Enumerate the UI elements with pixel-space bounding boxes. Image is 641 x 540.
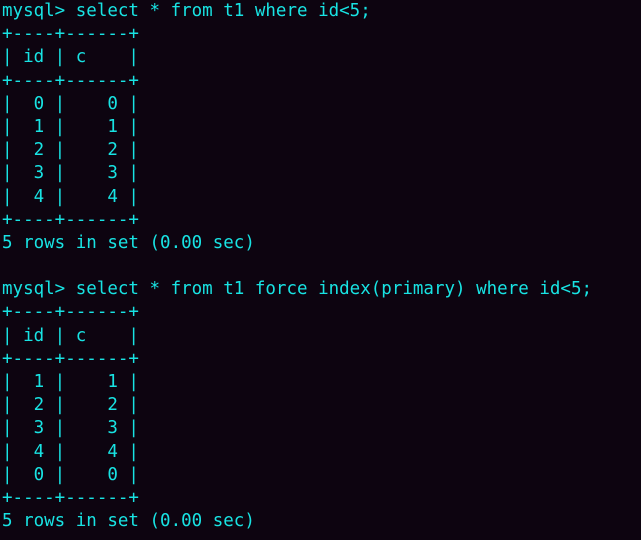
terminal-line-rule: +----+------+ bbox=[2, 209, 139, 230]
terminal-line-data: | 2 | 2 | bbox=[2, 140, 139, 161]
terminal-line-rule: +----+------+ bbox=[2, 24, 139, 45]
terminal-line-rule: +----+------+ bbox=[2, 348, 139, 369]
terminal-line-prompt: mysql> select * from t1 where id<5; bbox=[2, 1, 371, 21]
terminal-line-prompt: mysql> select * from t1 force index(prim… bbox=[2, 279, 593, 300]
terminal-line-data: | 2 | 2 | bbox=[2, 395, 139, 416]
terminal-line-data: | 4 | 4 | bbox=[2, 186, 139, 207]
terminal-line-rule: +----+------+ bbox=[2, 70, 139, 91]
terminal-line-data: | 0 | 0 | bbox=[2, 93, 139, 114]
terminal-line-rule: +----+------+ bbox=[2, 302, 139, 323]
terminal-line-data: | 4 | 4 | bbox=[2, 441, 139, 462]
terminal-line-header: | id | c | bbox=[2, 47, 139, 68]
terminal-line-rule: +----+------+ bbox=[2, 487, 139, 508]
terminal-line-data: | 1 | 1 | bbox=[2, 116, 139, 137]
terminal-line-status: 5 rows in set (0.00 sec) bbox=[2, 511, 255, 532]
terminal-line-data: | 1 | 1 | bbox=[2, 372, 139, 392]
terminal-line-data: | 3 | 3 | bbox=[2, 163, 139, 184]
terminal-line-blank bbox=[0, 255, 641, 278]
terminal-line-data: | 3 | 3 | bbox=[2, 418, 139, 439]
terminal-line-data: | 0 | 0 | bbox=[2, 464, 139, 485]
terminal-line-status: 5 rows in set (0.00 sec) bbox=[2, 232, 255, 253]
terminal-line-header: | id | c | bbox=[2, 325, 139, 346]
